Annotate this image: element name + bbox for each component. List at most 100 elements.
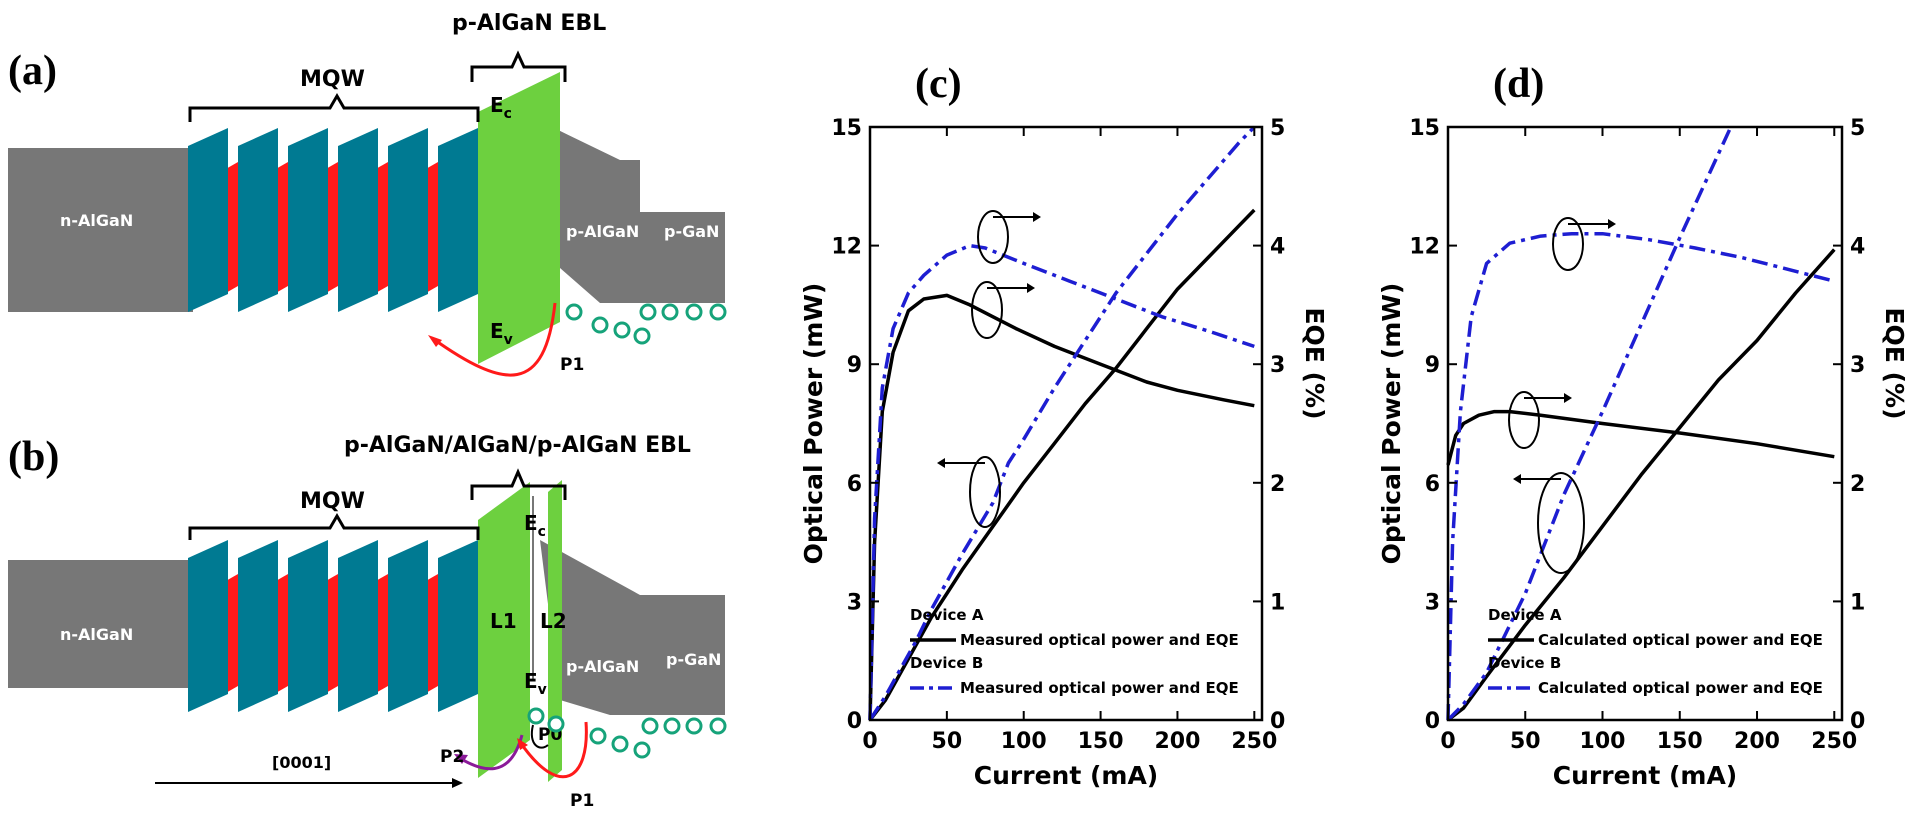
series-device-b-eqe <box>868 243 1255 721</box>
x-tick-label: 250 <box>1811 729 1857 754</box>
p-gan-label-b: p-GaN <box>666 650 721 669</box>
y2-axis-title: EQE (%) <box>1880 307 1909 419</box>
hole-carrier <box>709 303 727 321</box>
x-axis-title: Current (mA) <box>1553 761 1737 790</box>
arrowhead-p1 <box>517 738 528 750</box>
quantum-barrier <box>188 540 228 712</box>
plot-frame <box>1446 125 1844 722</box>
p-gan-label-a: p-GaN <box>664 222 719 241</box>
series-device-a-eqe <box>1446 409 1835 466</box>
hole-carrier <box>565 303 583 321</box>
x-tick-label: 100 <box>1580 729 1626 754</box>
y-tick-label: 15 <box>1409 116 1440 141</box>
panel-label: (c) <box>915 61 962 107</box>
n-algan-label-b: n-AlGaN <box>60 625 133 644</box>
arrowhead <box>1564 393 1572 403</box>
y-tick-label: 15 <box>831 116 862 141</box>
series-device-b-power <box>868 125 1256 721</box>
annotation-ellipse <box>969 456 1001 528</box>
quantum-barrier <box>238 540 278 712</box>
quantum-barrier <box>438 128 478 312</box>
y-tick-label: 9 <box>1425 353 1440 378</box>
hole-carrier <box>633 741 651 759</box>
ebl-l1-barrier <box>478 482 530 778</box>
y-axis-title: Optical Power (mW) <box>1377 283 1406 565</box>
legend-group-label: Device A <box>910 606 984 624</box>
n-algan-region <box>8 148 193 312</box>
x-tick-label: 150 <box>1657 729 1703 754</box>
mqw-stack-a <box>188 128 478 312</box>
y-tick-label: 0 <box>1425 709 1440 734</box>
x-tick-label: 50 <box>1510 729 1541 754</box>
holes-b <box>527 707 727 759</box>
mqw-label-b: MQW <box>300 489 365 514</box>
annotation-ellipse <box>1552 217 1584 271</box>
x-tick-label: 200 <box>1154 729 1200 754</box>
hole-carrier <box>633 327 651 345</box>
y2-tick-label: 0 <box>1850 709 1865 734</box>
p2-label: P2 <box>440 747 464 767</box>
y2-tick-label: 3 <box>1270 353 1285 378</box>
arrowhead <box>1513 474 1521 484</box>
holes-a <box>565 303 727 345</box>
y2-axis-title: EQE (%) <box>1300 307 1329 419</box>
series-device-a-power <box>868 208 1256 722</box>
quantum-barrier <box>388 540 428 712</box>
mqw-stack-b <box>188 540 478 712</box>
ec-label-a: Ec <box>490 93 512 122</box>
x-tick-label: 50 <box>932 729 963 754</box>
x-tick-label: 250 <box>1231 729 1277 754</box>
hole-carrier <box>611 735 629 753</box>
quantum-barrier <box>238 128 278 312</box>
hole-carrier <box>685 303 703 321</box>
y-tick-label: 3 <box>847 590 862 615</box>
panel-a: (a) n-AlGaN Ec Ev p-AlGaN p-GaN MQW p-Al… <box>8 11 727 377</box>
hole-carrier <box>613 321 631 339</box>
ebl-label-a: p-AlGaN EBL <box>452 11 606 36</box>
x-tick-label: 0 <box>1440 729 1455 754</box>
p1-label-b: P1 <box>570 791 594 811</box>
hole-path-p2 <box>457 734 524 771</box>
n-algan-label: n-AlGaN <box>60 211 133 230</box>
hole-carrier <box>589 727 607 745</box>
hole-path-p1 <box>518 721 588 779</box>
quantum-barrier <box>338 128 378 312</box>
hole-carrier <box>661 303 679 321</box>
annotation-ellipse <box>1508 391 1540 449</box>
panel-b-label: (b) <box>8 434 59 480</box>
hole-path-p0 <box>530 724 549 749</box>
y2-tick-label: 5 <box>1850 116 1865 141</box>
p-algan-p-gan-region-b <box>540 540 725 715</box>
series-device-a-power <box>1446 248 1836 722</box>
hole-carrier <box>685 717 703 735</box>
quantum-barrier <box>188 128 228 312</box>
mqw-bracket-b <box>188 513 480 540</box>
ec-label-b: Ec <box>524 511 546 540</box>
hole-carrier <box>527 707 545 725</box>
arrowhead <box>1027 283 1035 293</box>
arrowhead <box>1608 219 1616 229</box>
arrowhead-a <box>428 335 442 347</box>
n-algan-region-b <box>8 560 193 688</box>
arrowhead <box>937 458 945 468</box>
ebl-bracket-a <box>470 50 567 82</box>
y-tick-label: 12 <box>831 235 862 260</box>
mqw-bracket-a <box>188 93 480 122</box>
x-tick-label: 100 <box>1001 729 1047 754</box>
y2-tick-label: 1 <box>1850 590 1865 615</box>
p-algan-step <box>558 130 640 178</box>
l2-label: L2 <box>540 609 567 633</box>
hole-carrier <box>663 717 681 735</box>
quantum-barrier <box>438 540 478 712</box>
y-tick-label: 0 <box>847 709 862 734</box>
legend-entry-label: Calculated optical power and EQE <box>1538 679 1823 697</box>
legend-entry-label: Measured optical power and EQE <box>960 631 1239 649</box>
hole-carrier <box>547 715 565 733</box>
legend-entry-label: Measured optical power and EQE <box>960 679 1239 697</box>
y-tick-label: 6 <box>847 472 862 497</box>
series-device-b-power <box>1446 126 1733 722</box>
hole-carrier <box>591 316 609 334</box>
y2-tick-label: 3 <box>1850 353 1865 378</box>
p-algan-label-a: p-AlGaN <box>566 222 639 241</box>
y2-tick-label: 4 <box>1270 235 1285 260</box>
